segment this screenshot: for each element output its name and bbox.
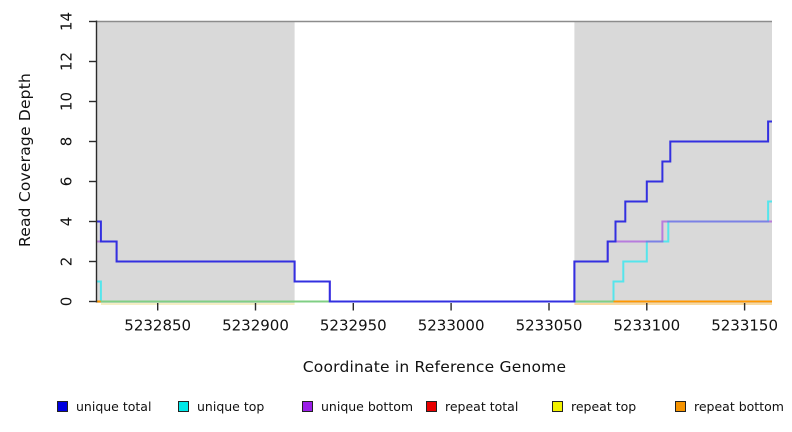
legend-item-unique-total: unique total	[57, 399, 151, 414]
legend-swatch-repeat-bottom	[675, 401, 686, 412]
y-tick-label: 14	[57, 12, 75, 31]
legend-swatch-repeat-total	[426, 401, 437, 412]
x-tick-label: 5233000	[418, 317, 485, 335]
x-tick-label: 5232950	[320, 317, 387, 335]
legend-label: repeat top	[571, 399, 637, 414]
x-tick-label: 5233100	[613, 317, 680, 335]
x-tick-label: 5233050	[516, 317, 583, 335]
legend-item-repeat-top: repeat top	[552, 399, 636, 414]
y-tick-label: 0	[57, 297, 75, 307]
legend-label: unique total	[76, 399, 152, 414]
y-tick-label: 6	[57, 177, 75, 187]
x-axis-title: Coordinate in Reference Genome	[302, 358, 567, 376]
chart-canvas: 0 2 4 6 8 10 12 14 5232850 5232900 5232950 5233000 5…	[57, 12, 778, 335]
legend-label: unique top	[197, 399, 265, 414]
legend-item-unique-bottom: unique bottom	[302, 399, 413, 414]
legend-label: unique bottom	[321, 399, 414, 414]
legend-label: repeat total	[445, 399, 519, 414]
x-tick-label: 5233150	[711, 317, 778, 335]
y-tick-label: 2	[57, 257, 75, 267]
y-axis-title: Read Coverage Depth	[16, 72, 34, 248]
y-tick-label: 8	[57, 137, 75, 147]
legend-swatch-repeat-top	[552, 401, 563, 412]
legend-item-unique-top: unique top	[178, 399, 264, 414]
legend-item-repeat-total: repeat total	[426, 399, 518, 414]
legend-swatch-unique-bottom	[302, 401, 313, 412]
series-unique-total	[97, 120, 772, 303]
legend-item-repeat-bottom: repeat bottom	[675, 399, 784, 414]
y-tick-label: 10	[57, 92, 75, 111]
y-tick-label: 12	[57, 52, 75, 71]
repeat-region	[97, 21, 295, 303]
legend-label: repeat bottom	[694, 399, 784, 414]
x-tick-label: 5232850	[124, 317, 191, 335]
legend-swatch-unique-top	[178, 401, 189, 412]
x-tick-label: 5232900	[222, 317, 289, 335]
y-tick-label: 4	[57, 217, 75, 227]
legend-swatch-unique-total	[57, 401, 68, 412]
